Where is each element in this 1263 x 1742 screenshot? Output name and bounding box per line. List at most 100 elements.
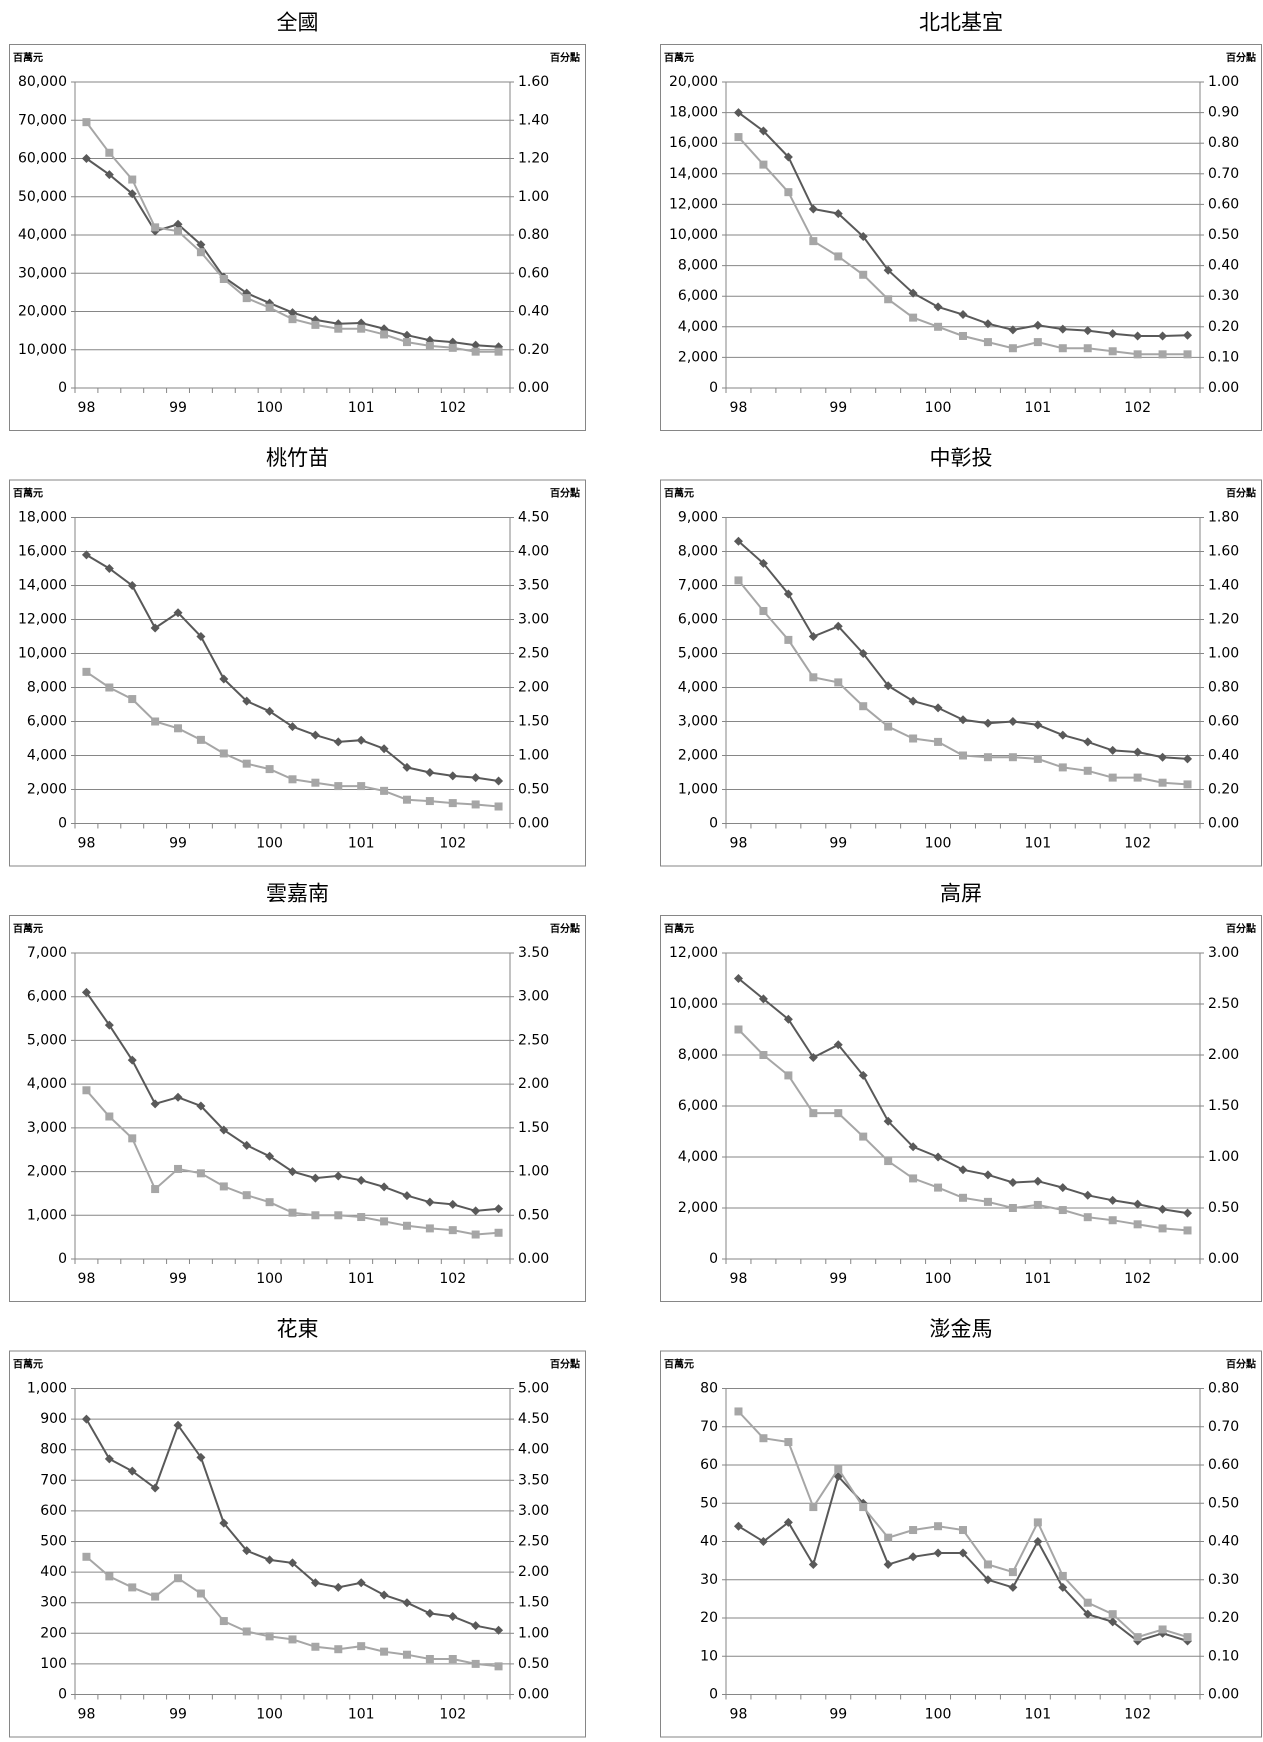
point-marker: [783, 589, 793, 599]
point-marker: [1158, 350, 1167, 359]
point-marker: [288, 315, 297, 324]
y-tick-label: 60,000: [18, 151, 67, 167]
point-marker: [783, 1014, 793, 1024]
point-marker: [150, 1483, 160, 1493]
x-tick-label: 101: [348, 1271, 375, 1287]
chart-title: 桃竹苗: [266, 446, 329, 470]
point-marker: [958, 1548, 968, 1558]
point-marker: [219, 749, 228, 758]
x-tick-label: 100: [925, 400, 952, 416]
point-marker: [310, 730, 320, 740]
y-tick-label: 80,000: [18, 74, 67, 90]
point-marker: [265, 1198, 274, 1207]
point-marker: [471, 340, 481, 350]
point-marker: [151, 717, 160, 726]
point-marker: [858, 1070, 868, 1080]
y-tick-label: 800: [40, 1442, 67, 1458]
point-marker: [959, 1526, 967, 1535]
point-marker: [379, 1590, 389, 1600]
y2-tick-label: 2.50: [1208, 996, 1239, 1012]
point-marker: [127, 1055, 137, 1065]
y2-tick-label: 3.50: [518, 1472, 549, 1488]
series-line: [737, 136, 1188, 356]
x-tick-label: 102: [1124, 400, 1151, 416]
y-tick-label: 9,000: [678, 510, 718, 526]
point-marker: [174, 227, 183, 236]
point-marker: [448, 1199, 458, 1209]
point-marker: [380, 786, 389, 795]
point-marker: [105, 1572, 114, 1581]
x-tick-label: 101: [1024, 1707, 1051, 1723]
point-marker: [1008, 1204, 1017, 1212]
point-marker: [334, 1211, 343, 1220]
y2-tick-label: 0.80: [1208, 680, 1239, 696]
x-tick-label: 101: [348, 400, 375, 416]
point-marker: [783, 152, 793, 162]
y-tick-label: 8,000: [678, 1047, 718, 1063]
y2-tick-label: 1.50: [518, 1595, 549, 1611]
point-marker: [1183, 330, 1193, 340]
point-marker: [425, 1197, 435, 1207]
point-marker: [333, 1582, 343, 1592]
point-marker: [448, 1611, 458, 1621]
y-tick-label: 60: [700, 1457, 718, 1473]
series-line: [85, 554, 499, 782]
y-tick-label: 20,000: [18, 304, 67, 320]
point-marker: [809, 673, 818, 682]
y-tick-label: 0: [709, 816, 718, 832]
point-marker: [959, 751, 967, 760]
y2-axis-label: 百分點: [550, 51, 580, 64]
point-marker: [759, 1051, 768, 1059]
y-tick-label: 30: [700, 1572, 718, 1588]
x-tick-label: 100: [256, 836, 283, 852]
x-tick-label: 98: [730, 400, 748, 416]
point-marker: [150, 1099, 160, 1109]
point-marker: [759, 1434, 768, 1443]
y2-tick-label: 0.70: [1208, 1419, 1239, 1435]
point-marker: [425, 1224, 434, 1233]
point-marker: [265, 706, 275, 716]
y-tick-label: 0: [709, 380, 718, 396]
y2-tick-label: 2.50: [518, 1032, 549, 1048]
point-marker: [908, 1142, 918, 1152]
point-marker: [1033, 320, 1043, 330]
point-marker: [151, 1592, 160, 1601]
y2-axis-label: 百分點: [1226, 51, 1256, 64]
y-tick-label: 14,000: [18, 578, 67, 594]
point-marker: [196, 735, 205, 744]
point-marker: [104, 1020, 114, 1030]
y-tick-label: 0: [709, 1687, 718, 1703]
point-marker: [909, 1526, 918, 1535]
point-marker: [1033, 338, 1042, 347]
point-marker: [808, 1559, 818, 1569]
point-marker: [82, 667, 91, 676]
point-marker: [1108, 1195, 1118, 1205]
point-marker: [1083, 1598, 1092, 1607]
point-marker: [81, 987, 91, 997]
point-marker: [219, 1617, 228, 1626]
point-marker: [834, 1464, 843, 1473]
y-axis-label: 百萬元: [664, 1358, 694, 1371]
point-marker: [311, 1211, 320, 1220]
y-axis-label: 百萬元: [13, 51, 43, 64]
point-marker: [1158, 1625, 1167, 1634]
point-marker: [174, 1164, 183, 1173]
chart-frame: [660, 1350, 1262, 1738]
point-marker: [425, 768, 435, 777]
point-marker: [1033, 1176, 1043, 1186]
y2-tick-label: 0.20: [518, 342, 549, 358]
y-tick-label: 6,000: [27, 989, 67, 1005]
y2-tick-label: 2.00: [518, 680, 549, 696]
y2-tick-label: 2.00: [518, 1076, 549, 1092]
point-marker: [784, 635, 793, 644]
y-tick-label: 6,000: [678, 1098, 718, 1114]
y2-axis-label: 百分點: [1226, 487, 1256, 500]
point-marker: [402, 762, 412, 772]
point-marker: [356, 735, 366, 745]
point-marker: [1008, 1568, 1017, 1577]
point-marker: [448, 771, 458, 781]
point-marker: [242, 696, 252, 706]
y2-tick-label: 0.50: [518, 1656, 549, 1672]
chart-frame: [660, 44, 1262, 431]
point-marker: [196, 248, 205, 257]
